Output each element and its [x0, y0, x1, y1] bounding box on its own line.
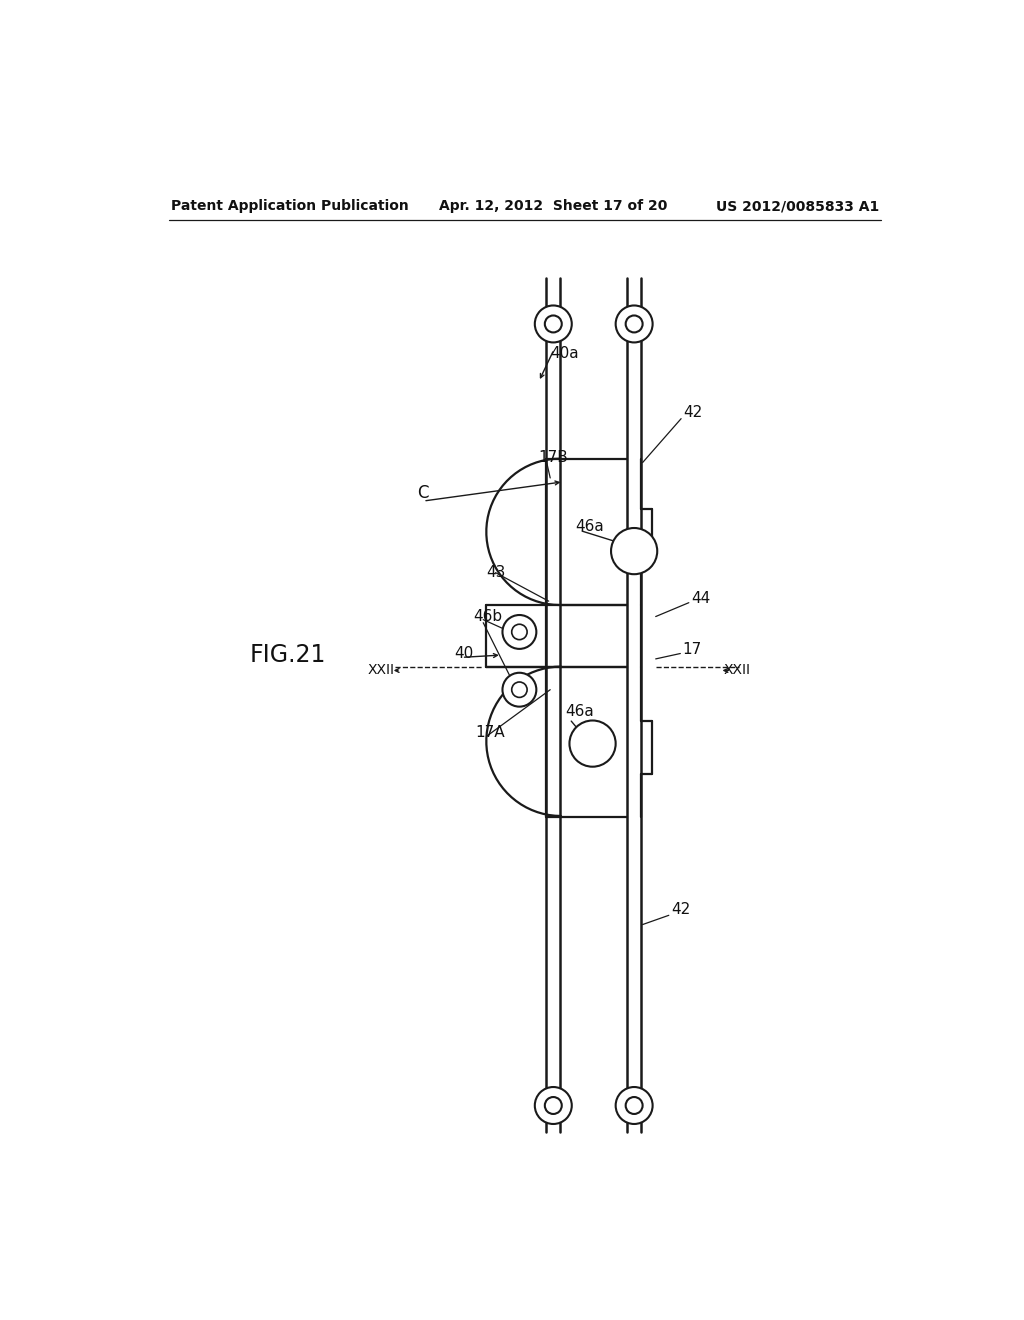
Circle shape	[512, 624, 527, 640]
Text: XXII: XXII	[368, 664, 394, 677]
Text: 46a: 46a	[575, 519, 604, 535]
Circle shape	[535, 1088, 571, 1125]
Circle shape	[615, 1088, 652, 1125]
Text: Patent Application Publication: Patent Application Publication	[171, 199, 409, 213]
Circle shape	[611, 528, 657, 574]
Text: 17: 17	[683, 642, 701, 657]
Text: 46b: 46b	[473, 609, 503, 624]
Text: 44: 44	[691, 591, 711, 606]
Text: 46a: 46a	[565, 704, 594, 719]
Circle shape	[615, 305, 652, 342]
Text: 40: 40	[454, 645, 473, 661]
Circle shape	[626, 315, 643, 333]
Text: 42: 42	[671, 902, 690, 916]
Circle shape	[512, 682, 527, 697]
Text: C: C	[417, 484, 428, 503]
Text: US 2012/0085833 A1: US 2012/0085833 A1	[716, 199, 879, 213]
Circle shape	[545, 1097, 562, 1114]
Circle shape	[503, 673, 537, 706]
Text: XXII: XXII	[724, 664, 751, 677]
Circle shape	[535, 305, 571, 342]
Text: 43: 43	[486, 565, 506, 581]
Text: Apr. 12, 2012  Sheet 17 of 20: Apr. 12, 2012 Sheet 17 of 20	[438, 199, 667, 213]
Text: 40a: 40a	[550, 346, 579, 360]
Text: 17A: 17A	[475, 725, 505, 739]
Text: 42: 42	[683, 405, 702, 420]
Circle shape	[626, 1097, 643, 1114]
Circle shape	[569, 721, 615, 767]
Circle shape	[503, 615, 537, 649]
Text: 17B: 17B	[539, 450, 568, 465]
Text: FIG.21: FIG.21	[250, 643, 327, 667]
Circle shape	[545, 315, 562, 333]
